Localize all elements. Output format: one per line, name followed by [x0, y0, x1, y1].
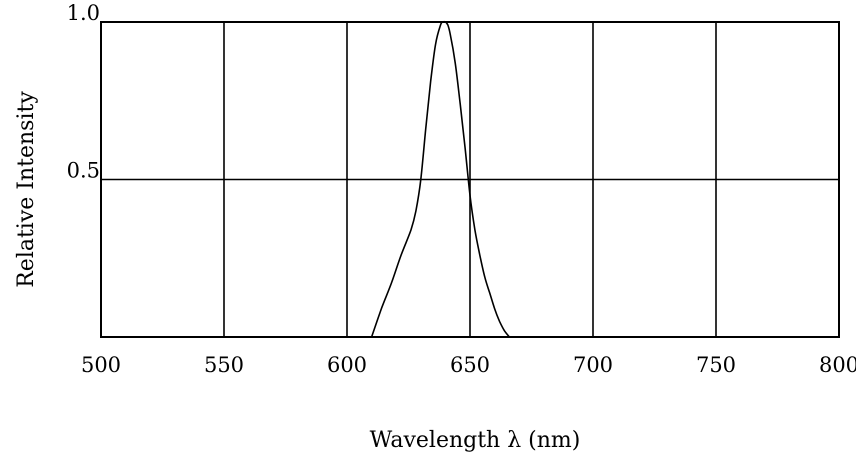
x-tick-label: 550 [204, 353, 244, 377]
y-axis-label: Relative Intensity [14, 91, 39, 288]
plot-frame [100, 21, 840, 338]
grid-lines [100, 21, 840, 337]
x-tick-labels: 500 550 600 650 700 750 800 [81, 353, 856, 377]
x-tick-label: 600 [327, 353, 367, 377]
y-tick-label: 1.0 [67, 1, 100, 25]
x-tick-label: 650 [450, 353, 490, 377]
y-tick-label: 0.5 [67, 159, 100, 183]
x-tick-label: 800 [819, 353, 856, 377]
x-axis-label: Wavelength λ (nm) [370, 428, 581, 453]
x-tick-label: 500 [81, 353, 121, 377]
x-tick-label: 750 [696, 353, 736, 377]
y-tick-labels: 0.5 1.0 [67, 1, 100, 183]
intensity-curve [370, 20, 511, 338]
x-tick-label: 700 [573, 353, 613, 377]
